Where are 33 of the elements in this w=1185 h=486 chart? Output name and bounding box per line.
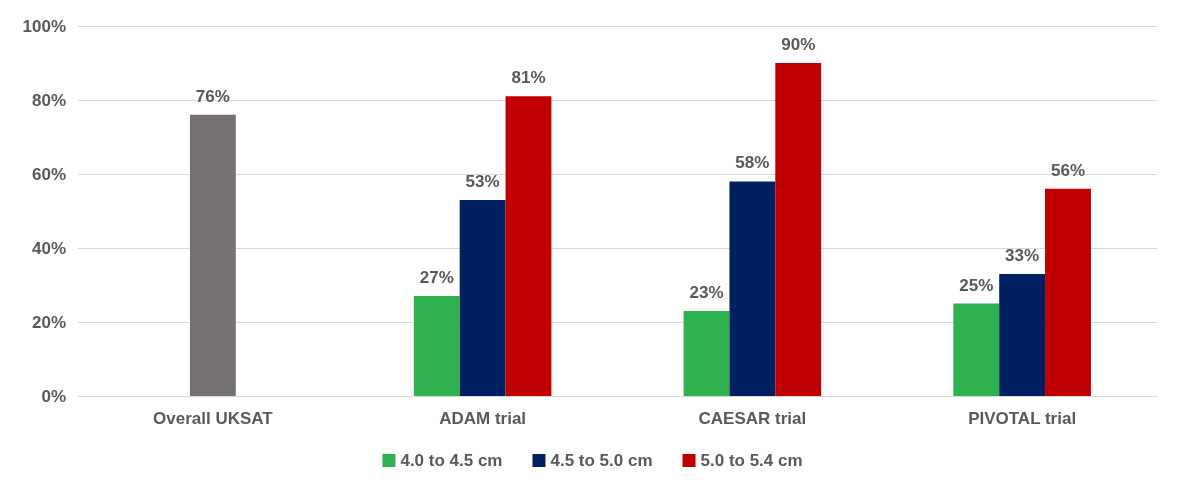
- y-tick-label: 20%: [31, 312, 66, 332]
- bar: [413, 296, 460, 396]
- legend-label: 4.5 to 5.0 cm: [550, 451, 653, 470]
- bar: [775, 63, 822, 396]
- data-label: 25%: [959, 275, 994, 295]
- bar: [729, 181, 776, 396]
- y-tick-label: 0%: [41, 386, 66, 406]
- bar: [459, 199, 506, 396]
- data-label: 33%: [1005, 245, 1040, 265]
- data-label: 76%: [195, 86, 230, 106]
- x-tick-label: PIVOTAL trial: [968, 409, 1077, 428]
- data-label: 27%: [419, 268, 454, 288]
- x-tick-label: ADAM trial: [439, 409, 527, 428]
- y-tick-label: 40%: [31, 238, 66, 258]
- data-label: 90%: [781, 35, 816, 54]
- data-label: 81%: [511, 68, 546, 88]
- bar: [1045, 188, 1091, 396]
- bar: [683, 310, 730, 396]
- bar: [505, 96, 552, 396]
- data-label: 23%: [689, 282, 724, 302]
- data-label: 53%: [465, 171, 500, 191]
- legend-label: 5.0 to 5.4 cm: [700, 451, 803, 470]
- data-label: 56%: [1050, 160, 1085, 180]
- legend-label: 4.0 to 4.5 cm: [400, 451, 503, 470]
- bar: [189, 114, 236, 396]
- y-tick-label: 80%: [31, 90, 66, 110]
- bar: [999, 273, 1046, 396]
- y-tick-label: 100%: [22, 16, 66, 36]
- y-tick-label: 60%: [31, 164, 66, 184]
- data-label: 58%: [735, 153, 770, 173]
- x-tick-label: Overall UKSAT: [153, 409, 274, 428]
- bar: [953, 303, 1000, 396]
- x-tick-label: CAESAR trial: [698, 409, 807, 428]
